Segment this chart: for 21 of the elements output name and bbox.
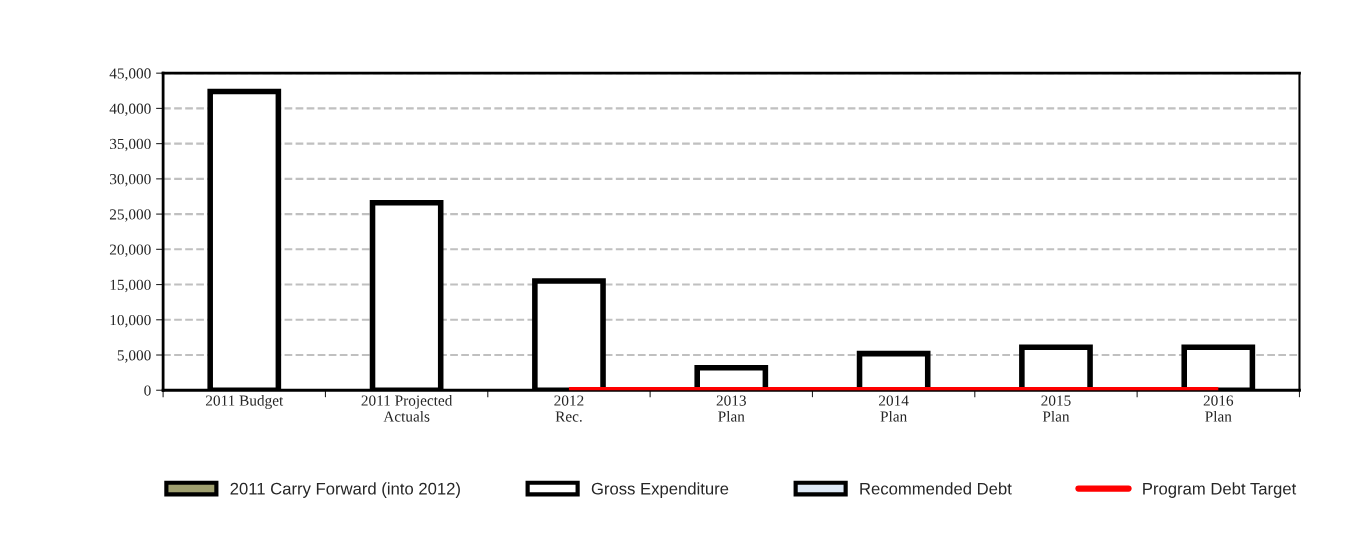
x-tick-label: 2011 Projected Actuals [361,394,453,422]
legend-label: Program Debt Target [1143,482,1297,498]
y-tick-label: 45,000 [109,68,151,81]
y-tick-label: 20,000 [109,244,151,257]
y-tick-label: 10,000 [110,314,151,328]
x-tick-label: 2012 Rec. [554,395,584,422]
x-tick-label: 2011 Budget [205,394,284,409]
legend-label: Recommended Debt [860,482,1012,495]
y-tick-label: 15,000 [110,279,151,293]
y-tick-label: 0 [144,385,151,396]
y-tick-label: 5,000 [117,350,151,363]
y-tick-label: 30,000 [110,174,151,187]
legend-label: Gross Expenditure [591,482,729,498]
legend-label: 2011 Carry Forward (into 2012) [230,482,460,498]
x-tick-label: 2015 Plan [1041,395,1071,422]
y-tick-label: 35,000 [110,138,151,152]
x-tick-label: 2013 Plan [716,395,746,422]
y-tick-label: 40,000 [109,103,151,117]
x-tick-label: 2016 Plan [1203,395,1234,422]
y-tick-label: 25,000 [109,209,151,222]
x-tick-label: 2014 Plan [879,395,909,422]
